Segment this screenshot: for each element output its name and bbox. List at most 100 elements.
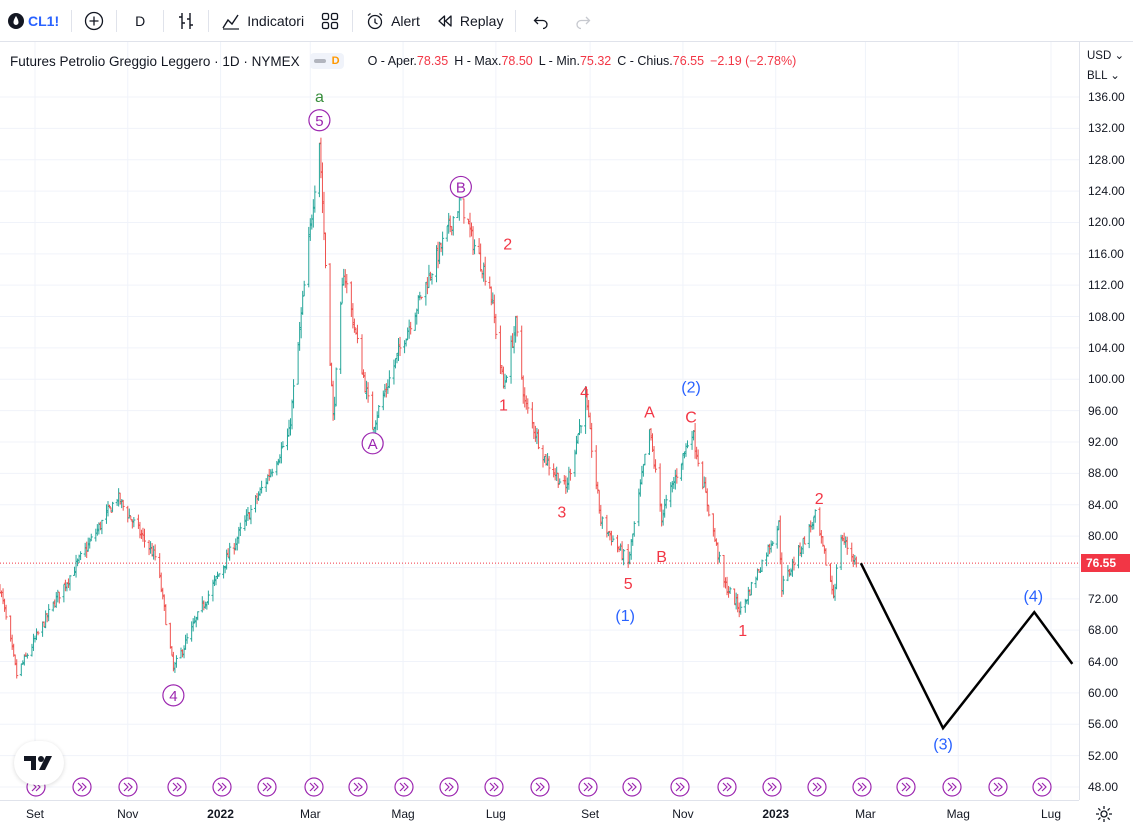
open-value: 78.35: [416, 54, 449, 68]
ohlc-bar: [142, 528, 146, 548]
event-marker[interactable]: [484, 777, 504, 797]
time-axis[interactable]: Set Nov 2022 Mar Mag Lug Set Nov 2023 Mar Mag Lug: [0, 800, 1079, 835]
wave-label[interactable]: A: [361, 432, 384, 455]
wave-label[interactable]: 1: [738, 623, 747, 640]
ohlc-bar: [302, 280, 306, 297]
event-marker[interactable]: [1032, 777, 1052, 797]
compare-symbol-button[interactable]: [76, 0, 112, 42]
event-marker[interactable]: [118, 777, 138, 797]
ohlc-bar: [185, 633, 189, 644]
ohlc-bar: [398, 336, 402, 357]
replay-button[interactable]: Replay: [428, 0, 512, 42]
event-marker[interactable]: [530, 777, 550, 797]
symbol-label: CL1!: [28, 12, 60, 29]
price-chart[interactable]: a 5 B A 4 2 1 4 3 5 A B C (2) (1) 1 2 (3) (4): [0, 42, 1079, 800]
wave-label[interactable]: 5: [624, 576, 633, 593]
ohlc-bars: [0, 137, 858, 679]
price-tick-label: 60.00: [1088, 685, 1119, 700]
wave-label[interactable]: 2: [815, 491, 824, 508]
event-marker[interactable]: [807, 777, 827, 797]
svg-text:5: 5: [624, 576, 633, 593]
wave-label[interactable]: (4): [1024, 589, 1044, 606]
wave-label[interactable]: B: [449, 175, 472, 199]
badge-label: D: [331, 55, 340, 67]
wave-label[interactable]: 4: [580, 384, 589, 401]
symbol-search-button[interactable]: CL1!: [0, 0, 67, 42]
ohlc-bar: [504, 375, 508, 383]
ohlc-bar: [462, 198, 466, 224]
svg-text:4: 4: [580, 384, 589, 401]
ohlc-bar: [473, 239, 477, 255]
ohlc-bar: [339, 301, 343, 374]
wave-label[interactable]: 4: [162, 684, 185, 707]
event-marker[interactable]: [304, 777, 324, 797]
ohlc-bar: [270, 468, 274, 477]
event-marker[interactable]: [212, 777, 232, 797]
ohlc-bar: [824, 548, 828, 566]
chart-type-button[interactable]: [168, 0, 204, 42]
event-marker[interactable]: [762, 777, 782, 797]
wave-label[interactable]: (1): [615, 608, 635, 625]
plus-circle-icon: [84, 11, 104, 30]
event-marker[interactable]: [72, 777, 92, 797]
ohlc-bar: [168, 622, 172, 649]
wave-label[interactable]: 1: [499, 398, 508, 415]
wave-label[interactable]: 2: [503, 236, 512, 253]
wave-label[interactable]: A: [644, 405, 655, 422]
event-marker[interactable]: [439, 777, 459, 797]
redo-button[interactable]: [562, 0, 604, 42]
ohlc-bar: [108, 504, 112, 508]
ohlc-bar: [196, 611, 200, 621]
indicators-button[interactable]: Indicatori: [213, 0, 312, 42]
event-marker[interactable]: [717, 777, 737, 797]
event-marker[interactable]: [988, 777, 1008, 797]
ohlc-bar: [228, 542, 232, 561]
wave-label[interactable]: 5: [308, 109, 331, 132]
event-marker[interactable]: [578, 777, 598, 797]
gear-icon[interactable]: [1094, 804, 1114, 824]
wave-label[interactable]: C: [685, 410, 697, 427]
currency-selector[interactable]: USD ⌄: [1087, 48, 1124, 62]
unit-selector[interactable]: BLL ⌄: [1087, 68, 1120, 82]
price-axis[interactable]: USD ⌄ BLL ⌄ 136.00 132.00 128.00 124.00 120.…: [1079, 42, 1133, 800]
ohlc-bar: [89, 533, 93, 541]
alert-button[interactable]: Alert: [357, 0, 428, 42]
event-marker[interactable]: [257, 777, 277, 797]
ohlc-bar: [536, 429, 540, 450]
wave-label[interactable]: a: [315, 89, 324, 106]
ohlc-bar: [323, 232, 327, 269]
event-marker[interactable]: [942, 777, 962, 797]
tv-logo-icon: [24, 756, 52, 770]
ohlc-bar: [249, 504, 253, 525]
wave-label[interactable]: B: [656, 549, 667, 566]
event-marker[interactable]: [622, 777, 642, 797]
undo-button[interactable]: [520, 0, 562, 42]
svg-text:1: 1: [738, 623, 747, 640]
event-marker[interactable]: [394, 777, 414, 797]
ohlc-bar: [36, 630, 40, 636]
indicators-label: Indicatori: [247, 12, 305, 29]
interval-button[interactable]: D: [121, 0, 159, 42]
wave-label[interactable]: (3): [933, 737, 953, 754]
event-marker[interactable]: [896, 777, 916, 797]
event-marker[interactable]: [348, 777, 368, 797]
price-tick-label: 116.00: [1088, 246, 1124, 261]
time-tick-label: Set: [25, 807, 44, 821]
time-tick-label: Nov: [117, 807, 139, 821]
rewind-icon: [438, 14, 452, 27]
projection-line[interactable]: [859, 562, 1074, 731]
grid-icon: [321, 12, 339, 29]
wave-label[interactable]: 3: [557, 505, 566, 522]
svg-text:2: 2: [815, 491, 824, 508]
tradingview-logo[interactable]: [14, 741, 64, 785]
legend-badge[interactable]: D: [309, 53, 344, 69]
event-marker[interactable]: [670, 777, 690, 797]
event-marker[interactable]: [852, 777, 872, 797]
time-tick-label: 2023: [762, 807, 790, 821]
ohlc-bar: [387, 370, 391, 389]
templates-button[interactable]: [312, 0, 348, 42]
legend-title[interactable]: Futures Petrolio Greggio Leggero · 1D · …: [10, 53, 300, 69]
wave-label[interactable]: (2): [681, 380, 701, 397]
event-marker[interactable]: [167, 777, 187, 797]
ohlc-bar: [164, 604, 168, 626]
